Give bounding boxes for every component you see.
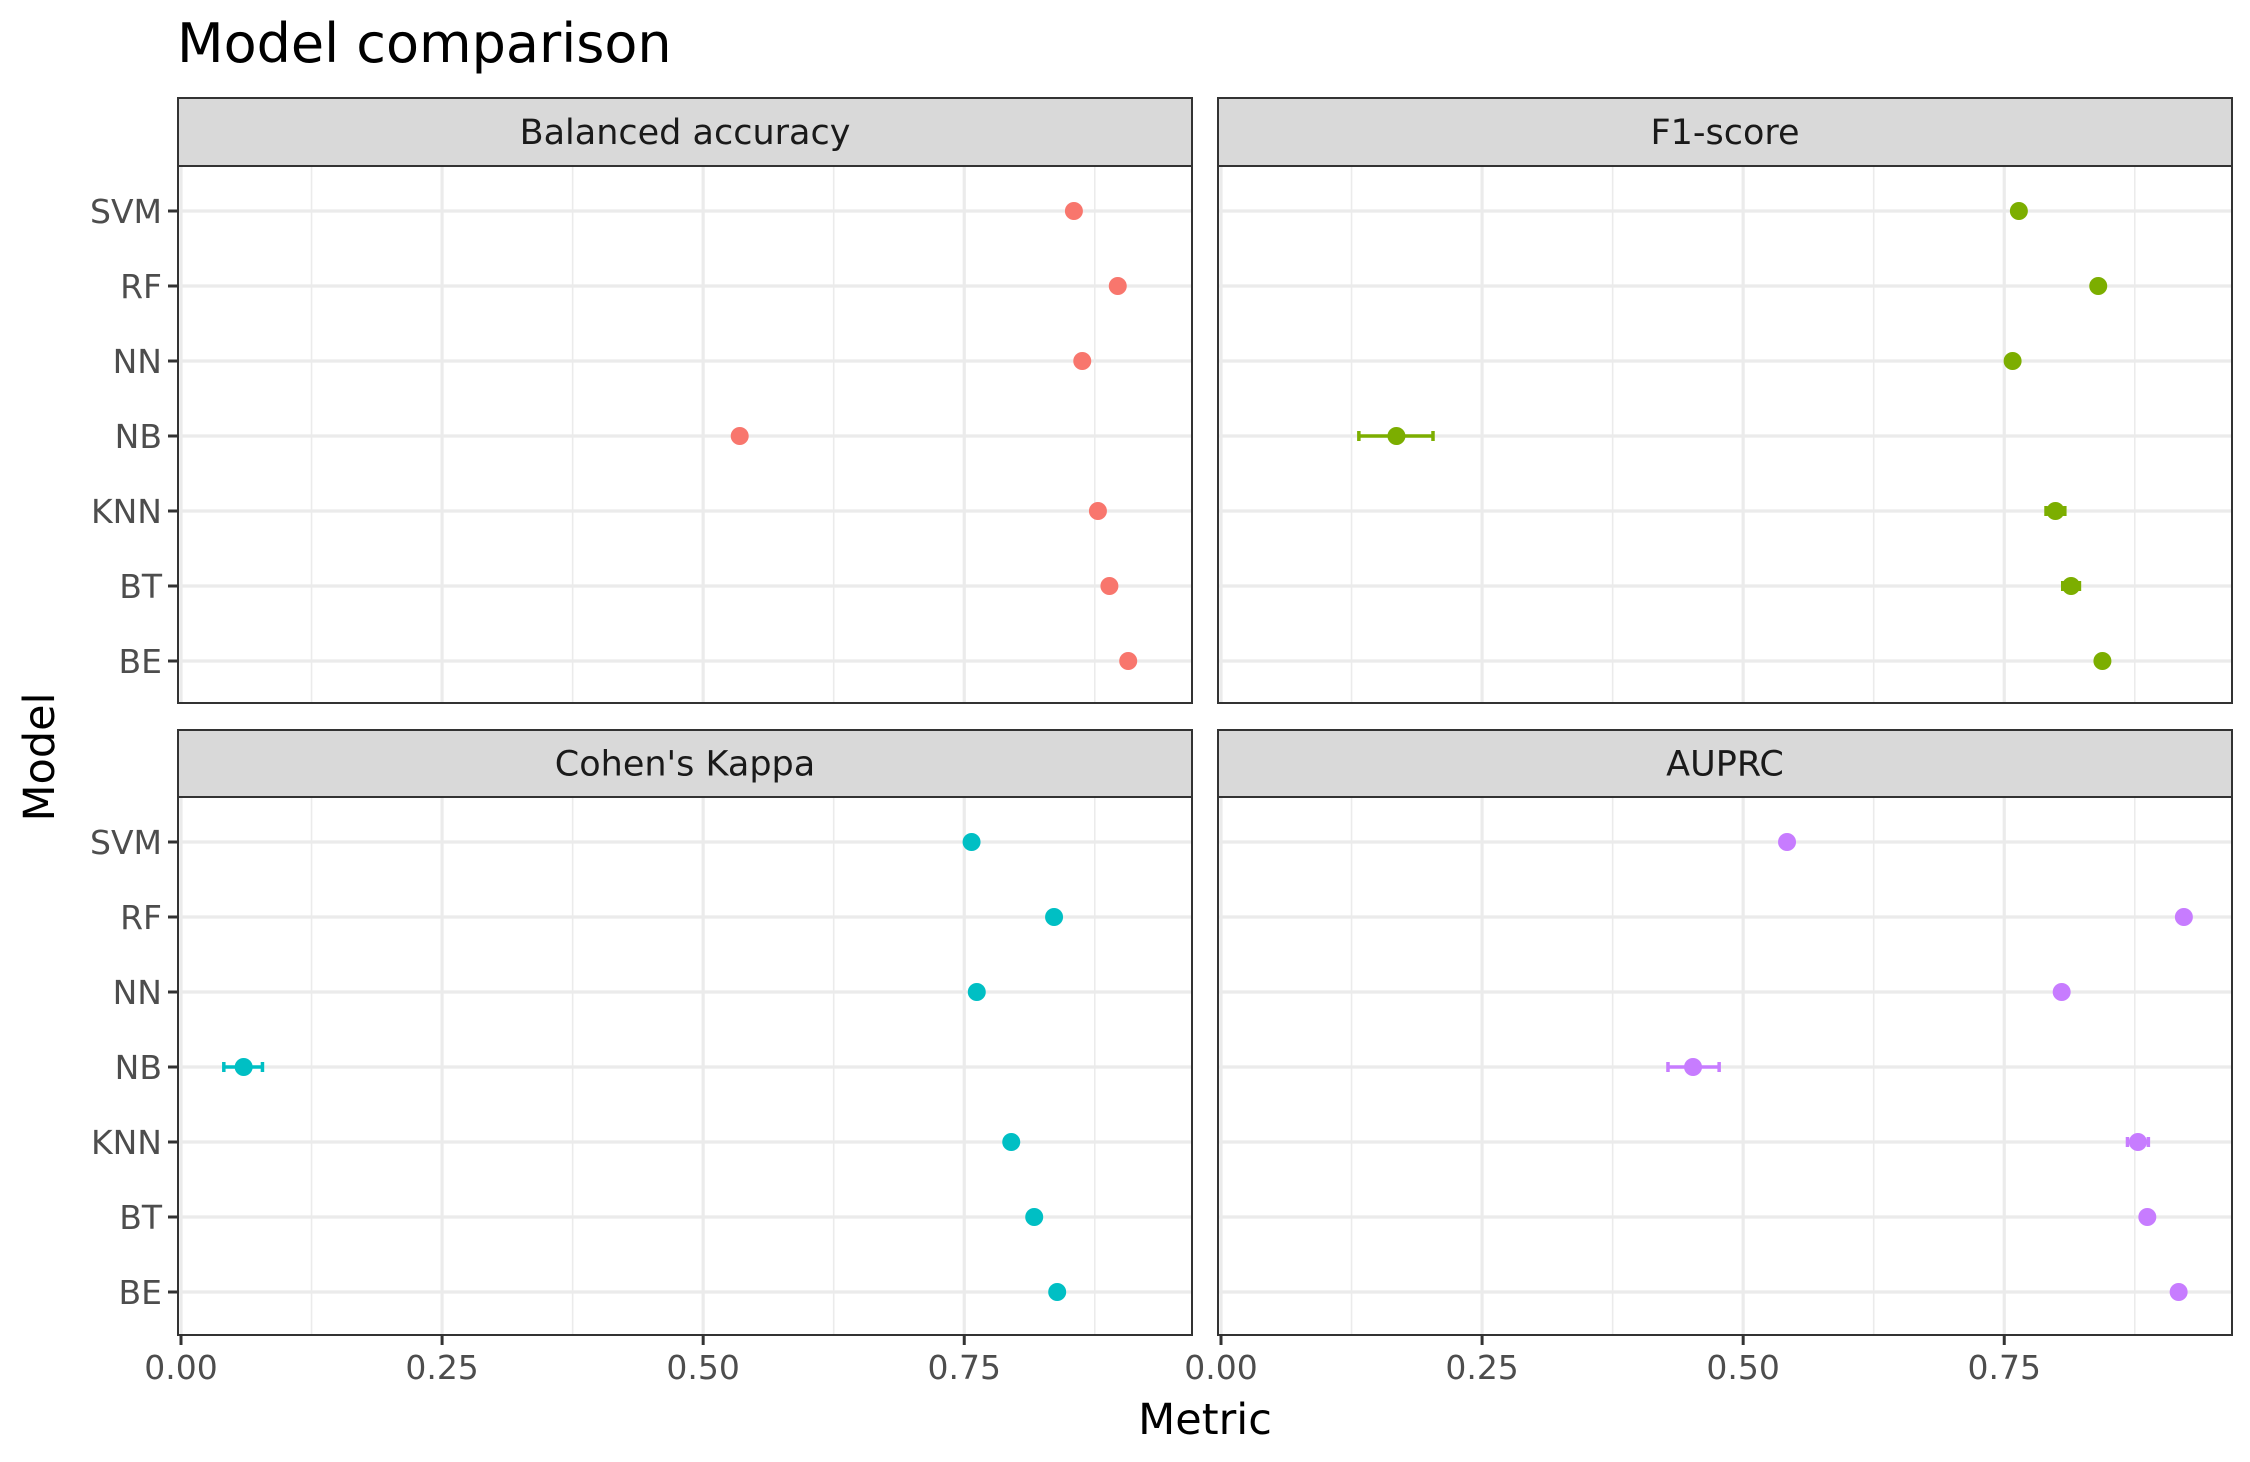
x-tick-label: 0.00 [1184,1348,1257,1387]
point-svm [962,833,981,851]
point-nn [2003,352,2022,370]
point-be [1048,1283,1067,1301]
x-tick-label: 0.50 [666,1348,739,1387]
y-tick-label-nn: NN [113,342,162,381]
point-knn [1088,502,1107,520]
strip-label: Balanced accuracy [520,113,851,153]
panel-auprc: AUPRC [1217,729,2233,1336]
point-svm [2009,202,2028,220]
point-be [2093,652,2112,670]
panel-cohen-s-kappa: Cohen's Kappa [177,729,1193,1336]
x-tick-label: 0.75 [928,1348,1001,1387]
y-tick-label-knn: KNN [91,492,162,531]
y-tick-label-bt: BT [119,567,163,606]
x-axis-title: Metric [1138,1395,1272,1445]
strip-background [1217,729,2233,798]
point-nn [967,983,986,1001]
point-rf [2089,277,2108,295]
point-nb [730,427,749,445]
point-nn [2052,983,2071,1001]
y-tick-label-nn: NN [113,973,162,1012]
point-nb [1387,427,1406,445]
strip-label: F1-score [1650,113,1799,153]
point-svm [1778,833,1797,851]
strip-label: Cohen's Kappa [555,745,815,785]
chart-title: Model comparison [177,12,672,75]
point-rf [2174,908,2193,926]
x-tick-label: 0.75 [1968,1348,2041,1387]
x-tick-label: 0.50 [1706,1348,1779,1387]
y-tick-label-nb: NB [115,417,162,456]
y-tick-label-knn: KNN [91,1123,162,1162]
y-tick-label-svm: SVM [90,823,162,862]
strip-background [177,97,1193,167]
y-axis-title: Model [15,692,65,821]
point-be [1119,652,1138,670]
y-tick-label-be: BE [119,1273,163,1312]
point-bt [1100,577,1119,595]
y-tick-label-rf: RF [120,898,162,937]
point-rf [1108,277,1127,295]
facet-panels: Balanced accuracy F1-score Cohen's Kappa AU… [177,97,2233,1336]
x-tick-label: 0.00 [144,1348,217,1387]
point-rf [1045,908,1064,926]
y-tick-label-be: BE [119,642,163,681]
point-knn [2046,502,2065,520]
strip-background [1217,97,2233,167]
y-tick-label-bt: BT [119,1198,163,1237]
point-nn [1073,352,1092,370]
point-knn [2128,1133,2147,1151]
y-tick-label-nb: NB [115,1048,162,1087]
point-be [2169,1283,2188,1301]
y-tick-label-svm: SVM [90,192,162,231]
point-bt [1025,1208,1044,1226]
y-tick-label-rf: RF [120,267,162,306]
panel-f1-score: F1-score [1217,97,2233,704]
point-bt [2138,1208,2157,1226]
point-svm [1064,202,1083,220]
strip-label: AUPRC [1666,745,1784,785]
panel-balanced-accuracy: Balanced accuracy [177,97,1193,704]
strip-background [177,729,1193,798]
axes: SVM RF NN NB KNN BT BE SVM RF NN NB KNN BT BE 0.00 0.25… [90,192,2041,1387]
point-nb [234,1058,253,1076]
point-nb [1684,1058,1703,1076]
point-bt [2062,577,2081,595]
x-tick-label: 0.25 [405,1348,478,1387]
point-knn [1002,1133,1021,1151]
x-tick-label: 0.25 [1445,1348,1518,1387]
